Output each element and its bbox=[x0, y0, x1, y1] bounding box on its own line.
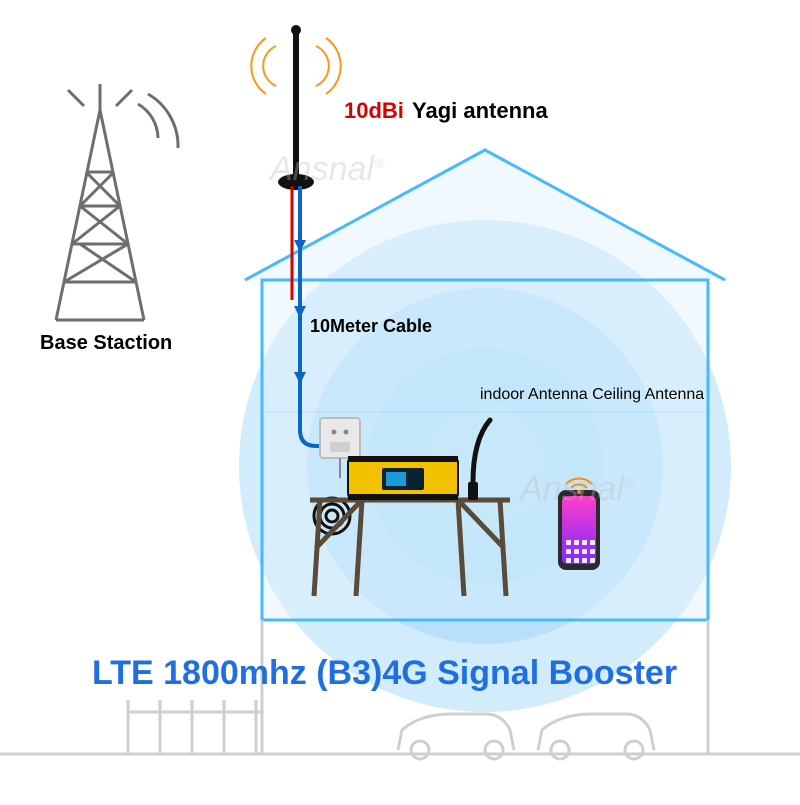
base-station-tower bbox=[56, 84, 178, 320]
indoor-antenna-label: indoor Antenna Ceiling Antenna bbox=[480, 386, 704, 404]
antenna-label: Yagi antenna bbox=[412, 98, 548, 124]
base-station-label: Base Staction bbox=[40, 332, 172, 355]
main-title: LTE 1800mhz (B3)4G Signal Booster bbox=[92, 654, 677, 693]
booster-device bbox=[348, 456, 458, 500]
watermark-2: Ansnal® bbox=[520, 470, 634, 509]
watermark-1: Ansnal® bbox=[270, 150, 384, 189]
cable-label: 10Meter Cable bbox=[310, 316, 432, 337]
gain-label: 10dBi bbox=[344, 98, 404, 124]
